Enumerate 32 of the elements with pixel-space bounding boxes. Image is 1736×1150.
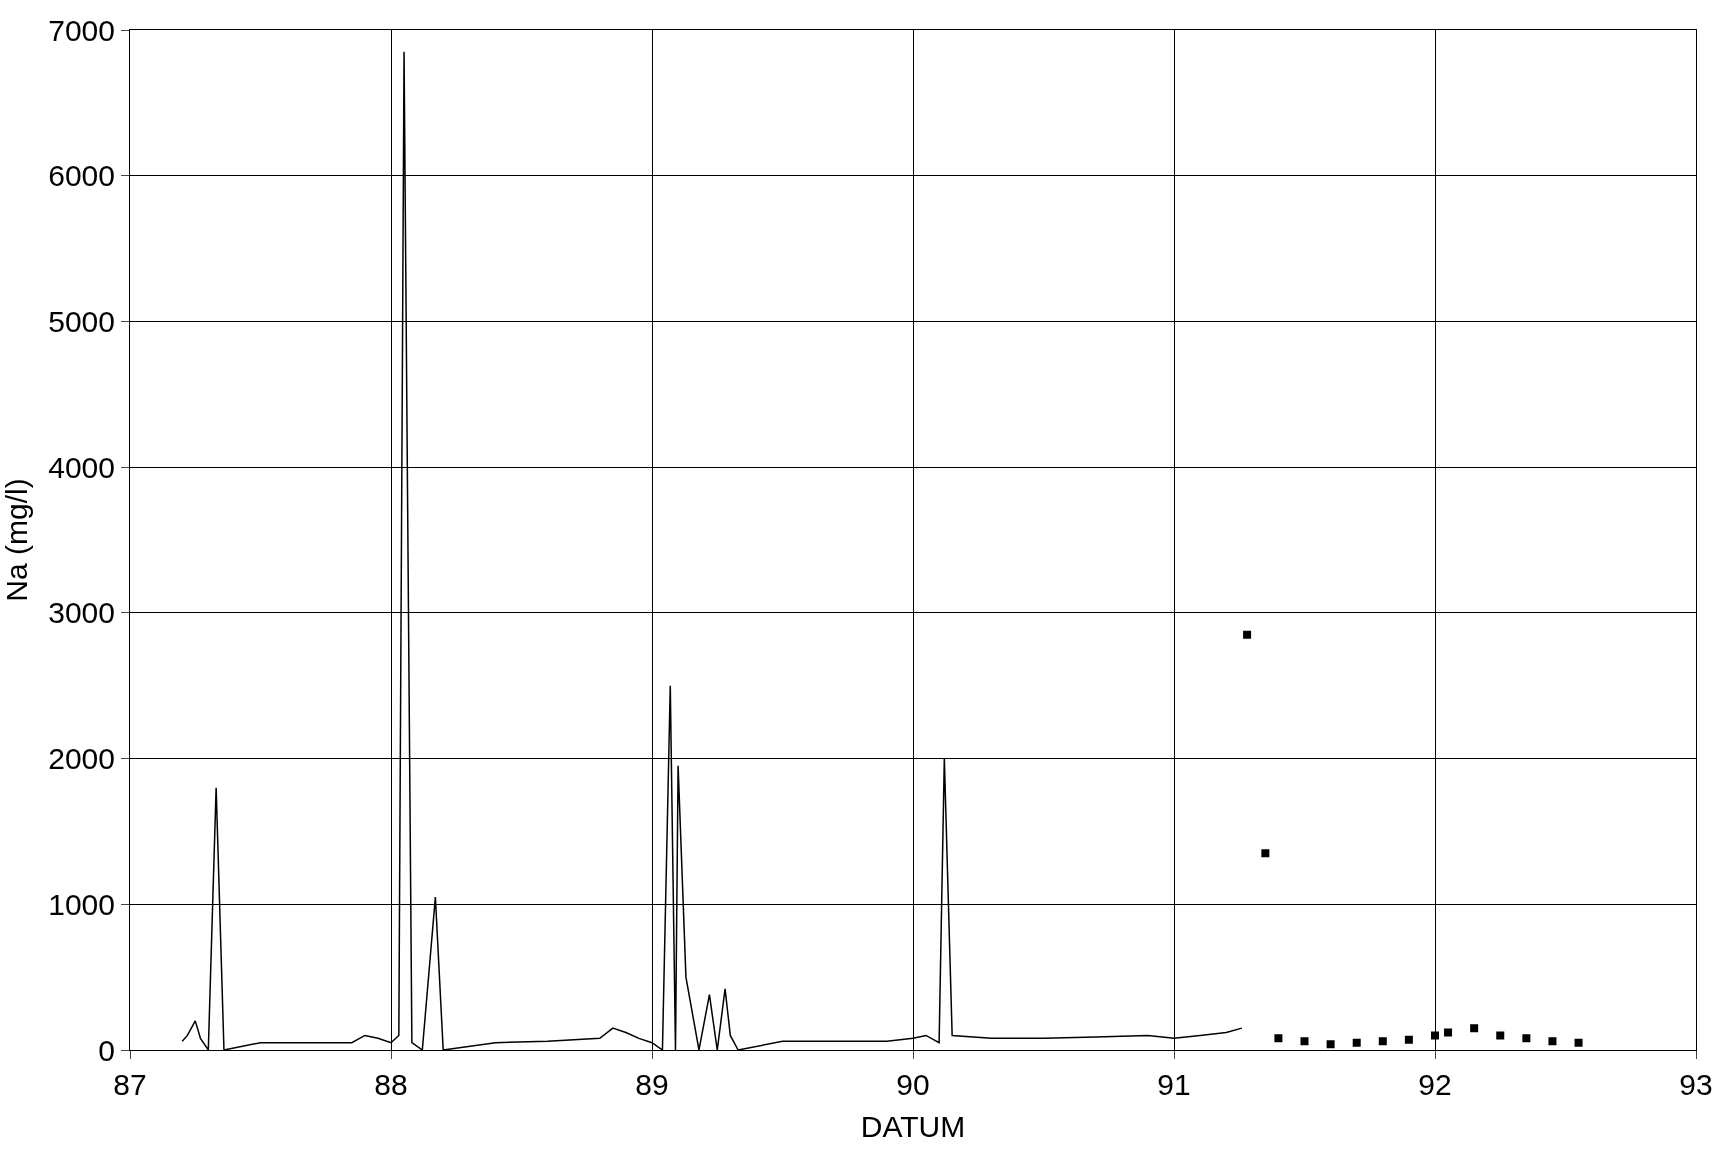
y-tick-label: 3000: [48, 596, 115, 630]
y-tick-label: 1000: [48, 887, 115, 921]
y-tick-label: 0: [98, 1033, 115, 1067]
point: [1470, 1024, 1479, 1033]
point: [1243, 630, 1252, 639]
x-axis-title: DATUM: [860, 1109, 966, 1143]
x-tick-label: 90: [896, 1068, 930, 1101]
point: [1444, 1028, 1453, 1037]
point: [1326, 1040, 1335, 1049]
point: [1404, 1035, 1413, 1044]
y-tick-label: 6000: [48, 159, 115, 193]
x-tick-label: 89: [635, 1068, 669, 1101]
y-axis-title: Na (mg/l): [0, 478, 33, 602]
point: [1300, 1037, 1309, 1046]
x-tick-label: 87: [113, 1068, 147, 1101]
x-tick-label: 92: [1418, 1068, 1452, 1101]
x-tick-label: 91: [1157, 1068, 1191, 1101]
point: [1496, 1031, 1505, 1040]
point: [1274, 1034, 1283, 1043]
y-tick-label: 5000: [48, 304, 115, 338]
y-tick-label: 2000: [48, 742, 115, 776]
point: [1352, 1038, 1361, 1047]
point: [1261, 849, 1270, 858]
x-tick-label: 93: [1679, 1068, 1713, 1101]
point: [1522, 1034, 1531, 1043]
y-tick-label: 4000: [48, 450, 115, 484]
point: [1431, 1031, 1439, 1040]
point: [1548, 1037, 1557, 1046]
y-tick-label: 7000: [48, 13, 115, 47]
point: [1574, 1038, 1583, 1047]
point: [1378, 1037, 1387, 1046]
x-tick-label: 88: [374, 1068, 408, 1101]
